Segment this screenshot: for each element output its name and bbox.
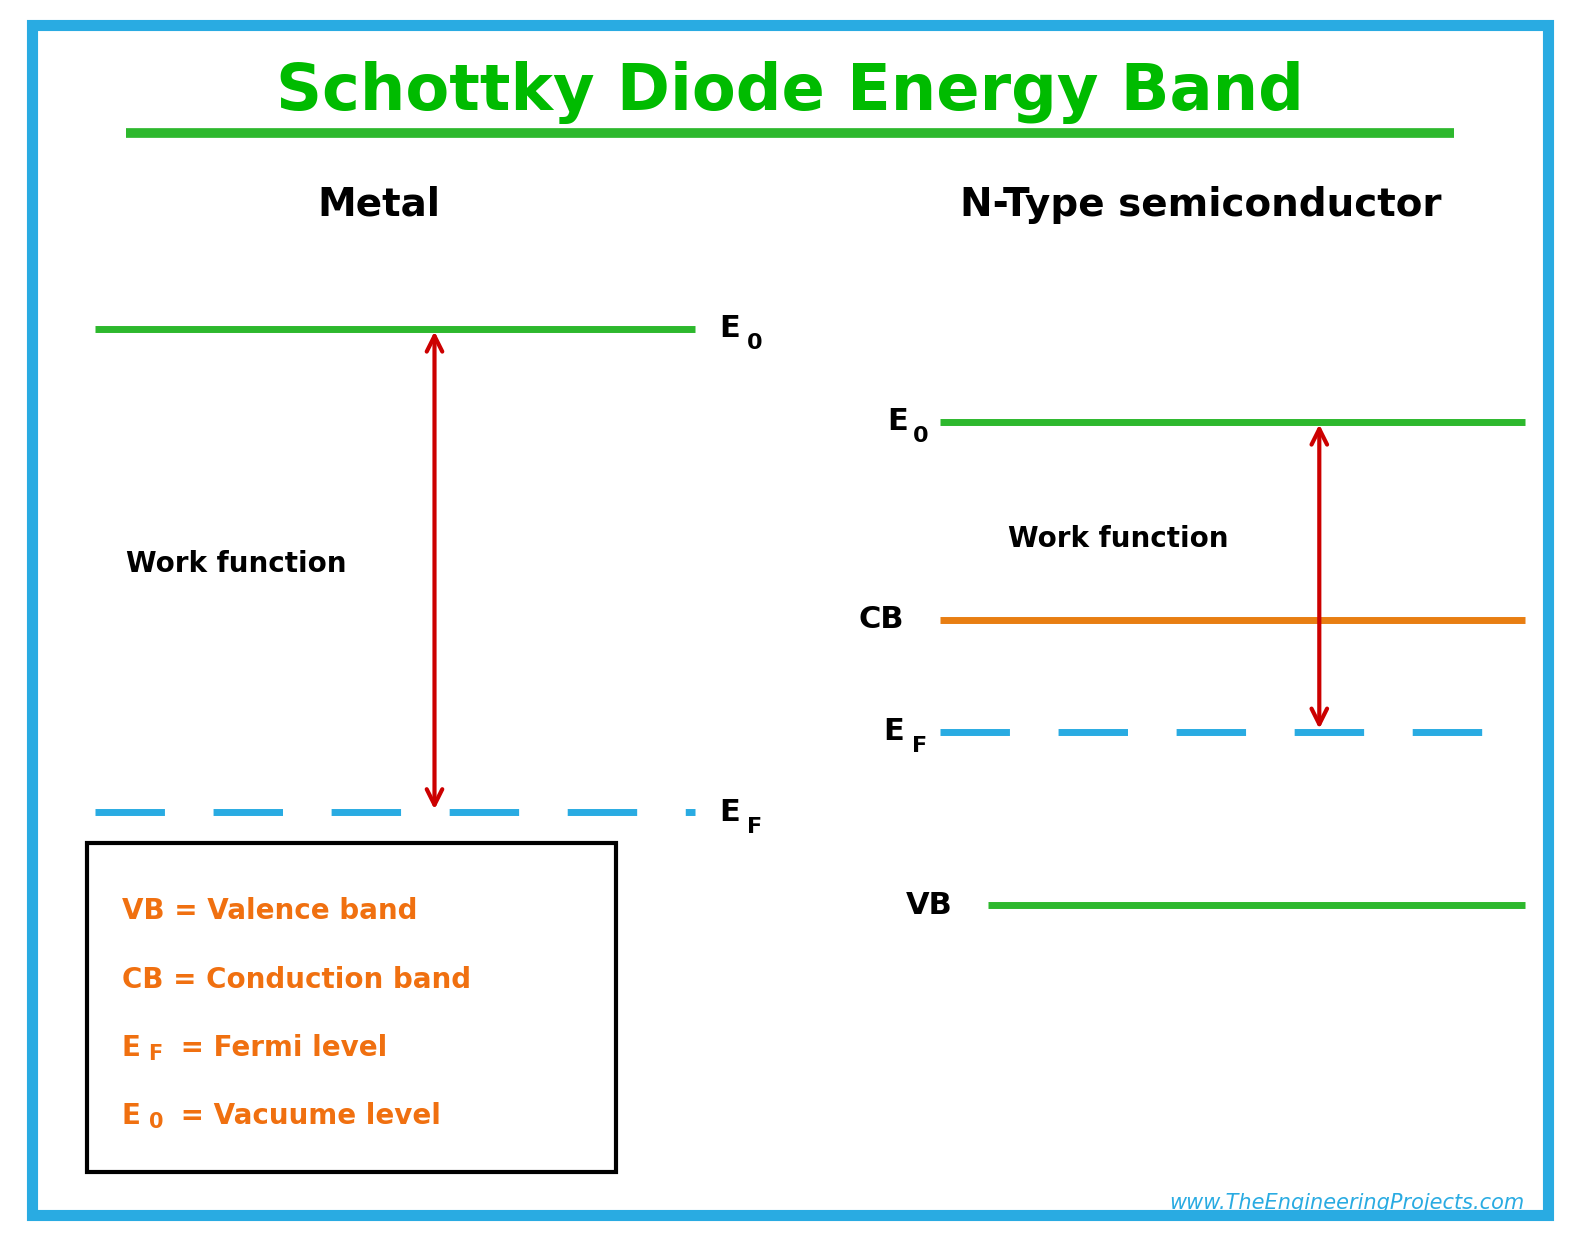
Text: Schottky Diode Energy Band: Schottky Diode Energy Band	[276, 62, 1303, 124]
Text: 0: 0	[149, 1112, 163, 1132]
Text: Work function: Work function	[126, 551, 348, 578]
Text: E: E	[888, 407, 908, 436]
Text: www.TheEngineeringProjects.com: www.TheEngineeringProjects.com	[1169, 1193, 1525, 1213]
Text: E: E	[122, 1102, 141, 1130]
Text: Metal: Metal	[318, 186, 441, 223]
Text: 0: 0	[913, 427, 929, 446]
Text: CB = Conduction band: CB = Conduction band	[122, 966, 471, 993]
Text: 0: 0	[747, 334, 763, 353]
Text: VB: VB	[905, 890, 953, 920]
Text: E: E	[883, 717, 904, 746]
Text: E: E	[719, 314, 739, 343]
Text: E: E	[719, 797, 739, 827]
Text: Work function: Work function	[1008, 526, 1229, 553]
Text: = Vacuume level: = Vacuume level	[171, 1102, 441, 1130]
Text: E: E	[122, 1034, 141, 1061]
Bar	[87, 843, 616, 1172]
Text: = Fermi level: = Fermi level	[171, 1034, 387, 1061]
Text: F: F	[747, 817, 763, 837]
Text: VB = Valence band: VB = Valence band	[122, 898, 417, 925]
Text: CB: CB	[858, 605, 904, 635]
Text: N-Type semiconductor: N-Type semiconductor	[961, 186, 1441, 223]
Text: F: F	[912, 737, 927, 756]
Text: F: F	[149, 1044, 163, 1064]
